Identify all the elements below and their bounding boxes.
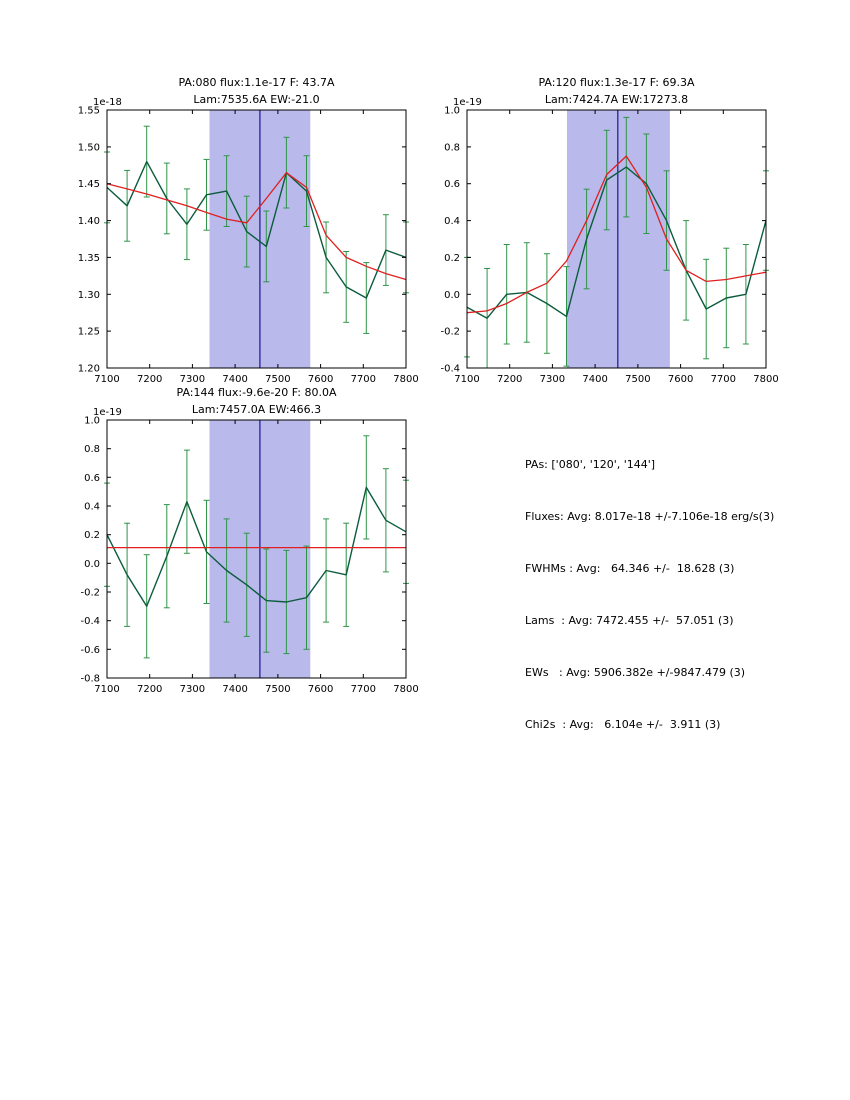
chart-pa120-spectrum: 7100 7200 7300 7400 7500 7600 7700 7800 -0.4 -0.2…	[440, 76, 778, 385]
svg-text:7200: 7200	[137, 374, 162, 385]
svg-text:0.6: 0.6	[444, 179, 460, 190]
stats-line-lams: Lams : Avg: 7472.455 +/- 57.051 (3)	[525, 614, 734, 627]
svg-text:7200: 7200	[137, 684, 162, 695]
svg-text:7700: 7700	[711, 374, 736, 385]
svg-text:7600: 7600	[308, 684, 333, 695]
svg-text:0.6: 0.6	[84, 473, 100, 484]
svg-text:Lam:7457.0A EW:466.3: Lam:7457.0A EW:466.3	[192, 403, 321, 416]
svg-text:7800: 7800	[393, 374, 418, 385]
svg-text:1.45: 1.45	[78, 179, 100, 190]
svg-text:0.2: 0.2	[444, 253, 460, 264]
svg-text:7400: 7400	[582, 374, 607, 385]
svg-text:7600: 7600	[668, 374, 693, 385]
svg-text:1.35: 1.35	[78, 253, 100, 264]
svg-text:0.0: 0.0	[84, 559, 100, 570]
stats-line-ews: EWs : Avg: 5906.382e +/-9847.479 (3)	[525, 666, 746, 679]
svg-text:7700: 7700	[351, 374, 376, 385]
svg-text:Lam:7535.6A EW:-21.0: Lam:7535.6A EW:-21.0	[193, 93, 319, 106]
stats-line-chi2s: Chi2s : Avg: 6.104e +/- 3.911 (3)	[525, 718, 721, 731]
svg-text:1e-19: 1e-19	[93, 407, 122, 418]
svg-text:7300: 7300	[180, 374, 205, 385]
svg-text:0.0: 0.0	[444, 290, 460, 301]
svg-text:0.2: 0.2	[84, 530, 100, 541]
stats-line-fluxes: Fluxes: Avg: 8.017e-18 +/-7.106e-18 erg/…	[525, 510, 775, 523]
svg-text:1.0: 1.0	[444, 106, 460, 117]
svg-text:7300: 7300	[540, 374, 565, 385]
svg-text:1.55: 1.55	[78, 106, 100, 117]
svg-text:7500: 7500	[265, 684, 290, 695]
svg-text:1.20: 1.20	[78, 364, 100, 375]
svg-text:1.40: 1.40	[78, 216, 100, 227]
svg-text:1.50: 1.50	[78, 142, 100, 153]
svg-text:1e-19: 1e-19	[453, 97, 482, 108]
stats-panel: PAs: ['080', '120', '144'] Fluxes: Avg: …	[525, 426, 774, 764]
svg-text:7200: 7200	[497, 374, 522, 385]
svg-text:-0.8: -0.8	[80, 674, 100, 685]
svg-text:7100: 7100	[94, 374, 119, 385]
svg-text:1.0: 1.0	[84, 416, 100, 427]
svg-text:7800: 7800	[393, 684, 418, 695]
svg-text:7400: 7400	[222, 684, 247, 695]
svg-text:7700: 7700	[351, 684, 376, 695]
svg-text:-0.4: -0.4	[440, 364, 460, 375]
chart-pa144-spectrum: 7100 7200 7300 7400 7500 7600 7700 7800 -0.8 -0.6…	[80, 386, 418, 695]
svg-text:1.30: 1.30	[78, 290, 100, 301]
svg-text:7500: 7500	[625, 374, 650, 385]
svg-text:-0.6: -0.6	[80, 645, 100, 656]
svg-text:1e-18: 1e-18	[93, 97, 122, 108]
svg-text:7600: 7600	[308, 374, 333, 385]
svg-text:PA:144 flux:-9.6e-20 F: 80.0A: PA:144 flux:-9.6e-20 F: 80.0A	[177, 386, 337, 399]
svg-text:7400: 7400	[222, 374, 247, 385]
svg-text:7800: 7800	[753, 374, 778, 385]
stats-line-fwhms: FWHMs : Avg: 64.346 +/- 18.628 (3)	[525, 562, 735, 575]
svg-text:-0.2: -0.2	[80, 588, 100, 599]
chart-pa080-spectrum: 7100 7200 7300 7400 7500 7600 7700 7800 1.20 1.25…	[78, 76, 419, 385]
svg-text:7100: 7100	[454, 374, 479, 385]
svg-text:7500: 7500	[265, 374, 290, 385]
svg-text:0.8: 0.8	[84, 444, 100, 455]
svg-text:7100: 7100	[94, 684, 119, 695]
svg-text:PA:080 flux:1.1e-17 F: 43.7A: PA:080 flux:1.1e-17 F: 43.7A	[179, 76, 335, 89]
svg-text:0.8: 0.8	[444, 142, 460, 153]
svg-text:7300: 7300	[180, 684, 205, 695]
stats-line-pas: PAs: ['080', '120', '144']	[525, 458, 656, 471]
svg-text:-0.4: -0.4	[80, 616, 100, 627]
svg-text:Lam:7424.7A EW:17273.8: Lam:7424.7A EW:17273.8	[545, 93, 688, 106]
svg-text:0.4: 0.4	[444, 216, 460, 227]
svg-text:-0.2: -0.2	[440, 327, 460, 338]
svg-text:1.25: 1.25	[78, 327, 100, 338]
svg-text:0.4: 0.4	[84, 502, 100, 513]
svg-text:PA:120 flux:1.3e-17 F: 69.3A: PA:120 flux:1.3e-17 F: 69.3A	[539, 76, 695, 89]
